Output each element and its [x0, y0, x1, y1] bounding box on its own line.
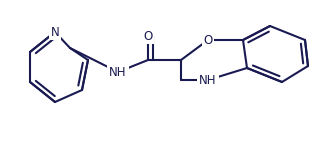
Text: O: O	[143, 29, 153, 42]
Text: O: O	[203, 33, 213, 46]
Text: NH: NH	[199, 73, 217, 86]
Text: N: N	[51, 26, 60, 39]
Text: NH: NH	[109, 66, 127, 79]
